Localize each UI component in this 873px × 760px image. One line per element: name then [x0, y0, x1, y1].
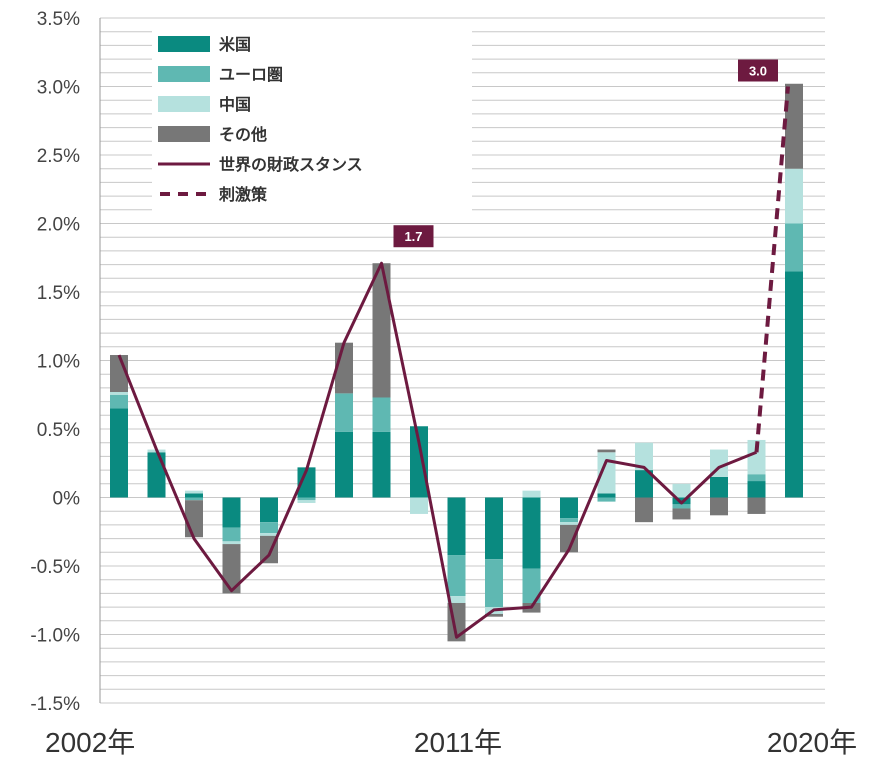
y-tick-label: 1.5% — [37, 283, 80, 304]
bar-segment — [560, 522, 578, 525]
bar-segment — [260, 533, 278, 536]
stacked-bars — [110, 83, 803, 642]
bar-segment — [635, 470, 653, 498]
x-tick-label: 2002年 — [45, 727, 135, 758]
legend-swatch — [158, 36, 210, 52]
bar-segment — [447, 497, 466, 556]
bar-segment — [560, 497, 578, 519]
bar-segment — [785, 223, 803, 272]
y-tick-label: -1.0% — [30, 626, 80, 647]
bar-segment — [185, 490, 203, 494]
bar-segment — [785, 271, 803, 498]
bar-segment — [522, 497, 541, 569]
legend-background — [152, 22, 472, 222]
bar-segment — [335, 431, 353, 498]
legend-swatch — [158, 96, 210, 112]
bar-segment — [335, 393, 353, 432]
y-tick-label: 3.5% — [37, 9, 80, 30]
callout-label: 1.7 — [404, 229, 422, 244]
bar-segment — [185, 493, 203, 498]
bar-segment — [597, 449, 616, 453]
bar-segment — [372, 431, 391, 498]
y-tick-label: -0.5% — [30, 557, 80, 578]
y-tick-label: 3.0% — [37, 78, 80, 99]
legend-label: ユーロ圏 — [219, 65, 283, 84]
y-tick-label: 0% — [53, 489, 81, 510]
bar-segment — [560, 524, 578, 553]
bar-segment — [185, 500, 203, 538]
bar-segment — [560, 518, 578, 523]
y-tick-label: -1.5% — [30, 694, 80, 715]
bar-segment — [710, 497, 728, 516]
y-tick-label: 0.5% — [37, 420, 80, 441]
bar-segment — [222, 497, 241, 528]
bar-segment — [747, 481, 766, 498]
y-tick-label: 1.0% — [37, 352, 80, 373]
bar-segment — [110, 408, 128, 498]
legend-label: 刺激策 — [218, 185, 268, 204]
bar-segment — [410, 497, 428, 514]
bar-segment — [222, 544, 241, 594]
annotations: 1.7 3.0 — [393, 59, 778, 248]
bar-segment — [447, 555, 466, 597]
bar-segment — [222, 541, 241, 545]
bar-segment — [597, 493, 616, 498]
y-tick-label: 2.5% — [37, 146, 80, 167]
bar-segment — [147, 452, 166, 498]
bar-segment — [297, 500, 316, 503]
bar-segment — [597, 497, 616, 502]
bar-segment — [110, 392, 128, 395]
bar-segment — [297, 497, 316, 501]
bar-segment — [372, 263, 391, 398]
bar-segment — [785, 168, 803, 224]
bar-segment — [635, 442, 653, 471]
bar-segment — [297, 467, 316, 498]
legend-label: 中国 — [219, 95, 251, 114]
bar-segment — [747, 474, 766, 482]
bar-segment — [410, 426, 428, 498]
legend-swatch — [158, 126, 210, 142]
stance-lines — [117, 86, 790, 639]
bar-segment — [447, 596, 466, 603]
bar-segment — [672, 504, 691, 509]
bar-segment — [635, 497, 653, 523]
y-tick-label: 2.0% — [37, 215, 80, 236]
legend-label: 米国 — [219, 35, 251, 54]
bar-segment — [522, 490, 541, 498]
bar-segment — [672, 508, 691, 520]
callout-box — [738, 59, 778, 82]
bar-segment — [747, 439, 766, 475]
x-tick-label: 2020年 — [767, 727, 857, 758]
callout-box — [393, 225, 434, 248]
bar-segment — [710, 476, 728, 498]
bar-segment — [785, 83, 803, 169]
bar-segment — [260, 522, 278, 534]
legend-label: 世界の財政スタンス — [219, 155, 363, 174]
bar-segment — [485, 559, 503, 608]
callout-label: 3.0 — [749, 64, 767, 79]
bar-segment — [485, 613, 503, 617]
y-axis: 3.5% 3.0% 2.5% 2.0% 1.5% 1.0% 0.5% 0% -0.5% -1.0%… — [30, 9, 80, 715]
bar-segment — [222, 527, 241, 542]
x-tick-label: 2011年 — [414, 727, 502, 758]
stimulus-dashed-line — [754, 86, 790, 453]
fiscal-stance-line — [117, 261, 758, 639]
bar-segment — [485, 497, 503, 560]
bar-segment — [522, 568, 541, 603]
legend-swatch — [158, 66, 210, 82]
bar-segment — [110, 394, 128, 409]
bar-segment — [672, 483, 691, 498]
bar-segment — [747, 497, 766, 514]
bar-segment — [260, 497, 278, 523]
legend-label: その他 — [219, 125, 267, 144]
bar-segment — [372, 397, 391, 432]
x-axis: 2002年 2011年 2020年 — [45, 727, 857, 758]
bar-segment — [185, 497, 203, 501]
